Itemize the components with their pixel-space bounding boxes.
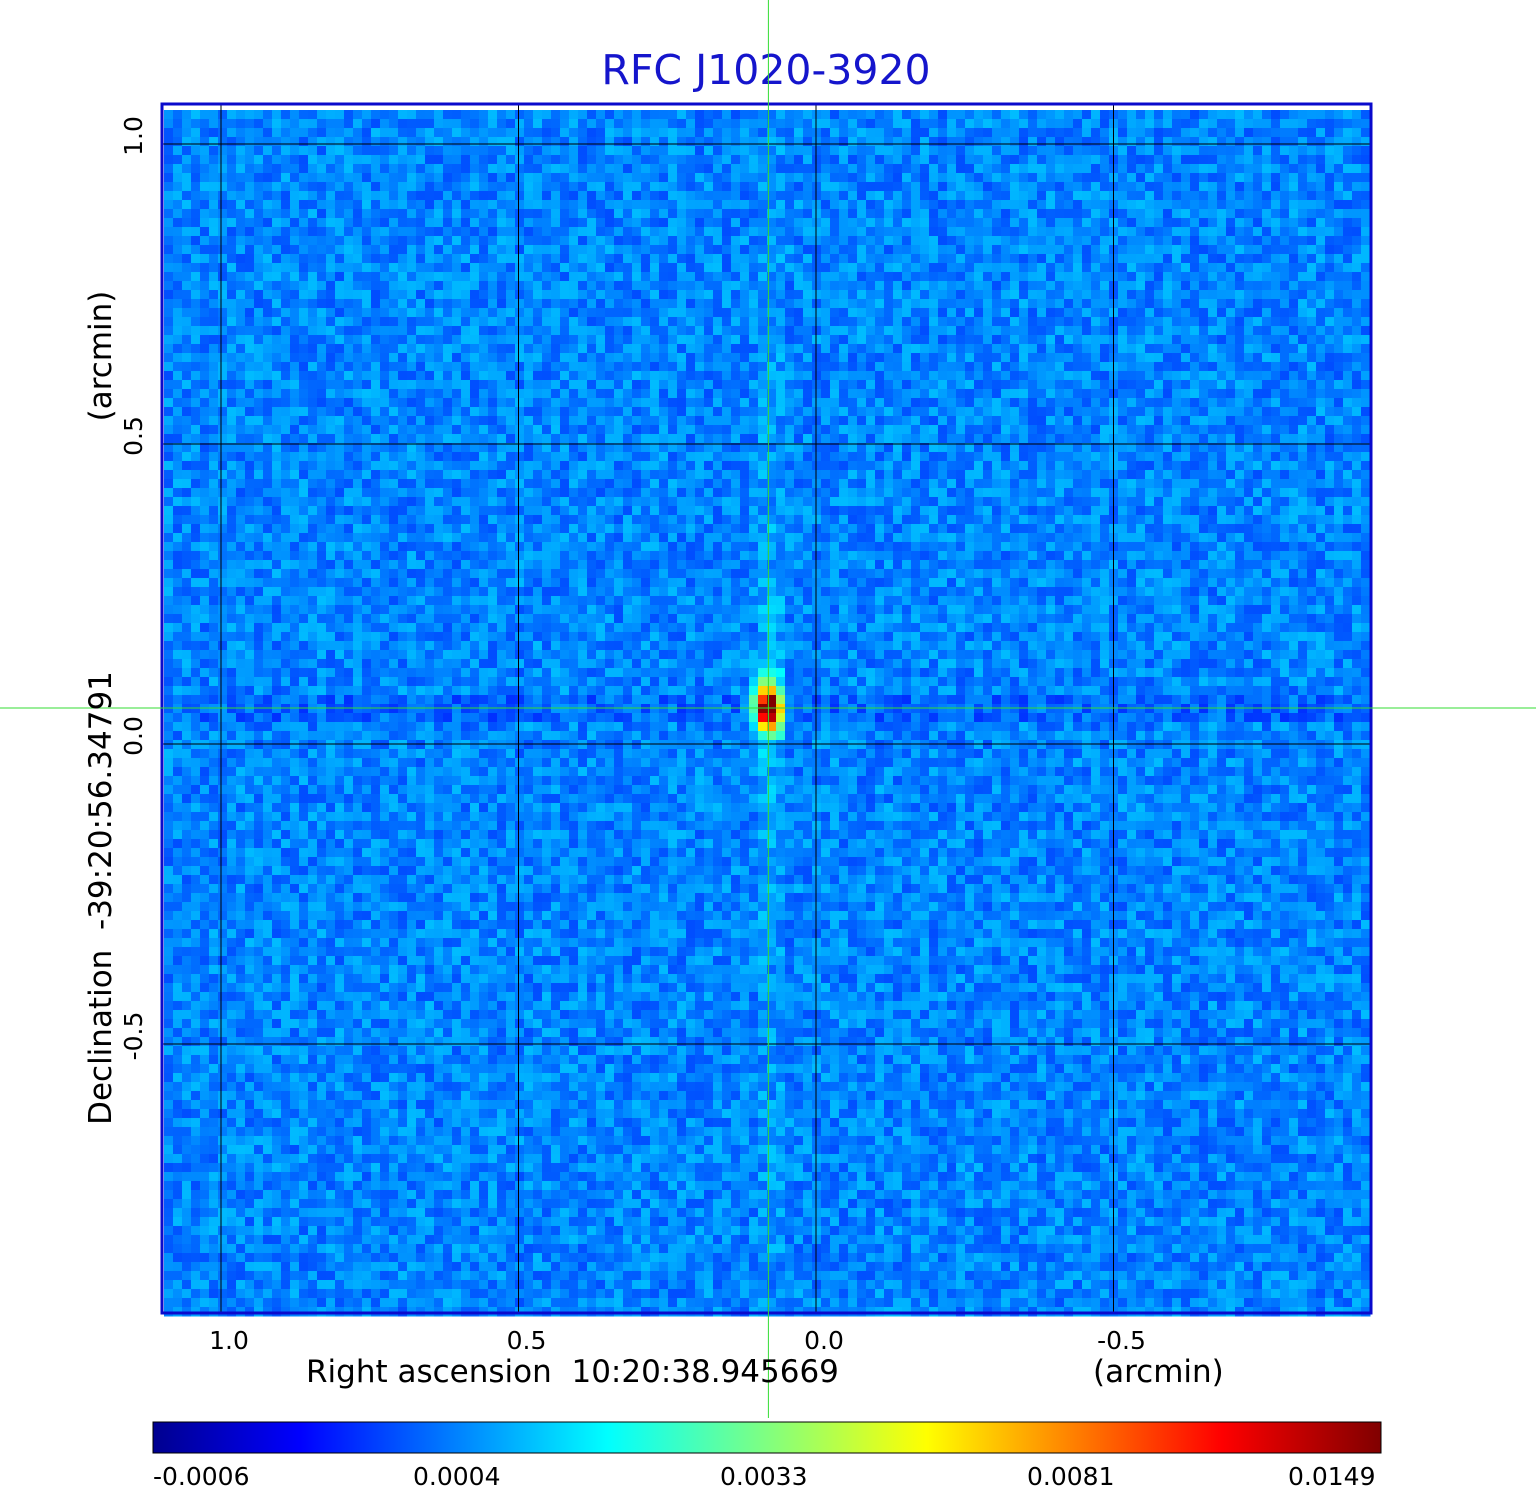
x-tick-label: 0.0 — [804, 1326, 844, 1355]
y-tick-label: -0.5 — [119, 1011, 148, 1061]
x-tick-label: -0.5 — [1097, 1326, 1146, 1355]
x-axis-unit: (arcmin) — [1093, 1354, 1224, 1390]
colorbar-tick-label: 0.0004 — [413, 1462, 501, 1491]
plot-title: RFC J1020-3920 — [601, 46, 931, 94]
y-axis-label: Declination -39:20:56.34791 — [83, 671, 119, 1125]
x-tick-label: 1.0 — [209, 1326, 249, 1355]
y-tick-label: 0.0 — [119, 716, 148, 756]
colorbar-tick-label: 0.0149 — [1288, 1462, 1376, 1491]
crosshair — [0, 0, 1536, 1418]
intensity-map — [164, 110, 1371, 1317]
colorbar-tick-label: 0.0081 — [1027, 1462, 1115, 1491]
y-axis-unit: (arcmin) — [83, 290, 119, 422]
x-axis-label: Right ascension 10:20:38.945669 — [306, 1354, 839, 1390]
y-tick-label: 1.0 — [119, 116, 148, 156]
colorbar-tick-label: -0.0006 — [153, 1462, 250, 1491]
y-tick-label: 0.5 — [119, 416, 148, 456]
coordinate-grid — [162, 104, 1371, 1313]
colorbar-tick-label: 0.0033 — [720, 1462, 808, 1491]
x-tick-label: 0.5 — [506, 1326, 547, 1355]
colorbar — [152, 1421, 1382, 1454]
